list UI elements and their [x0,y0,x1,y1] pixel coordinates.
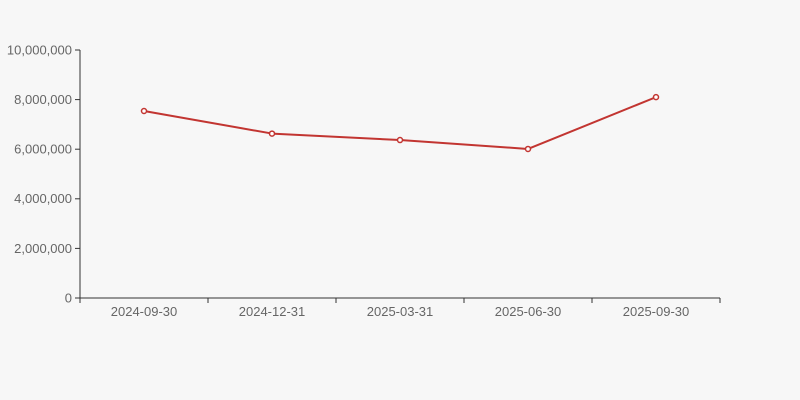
data-point-marker[interactable] [652,93,660,101]
y-tick-label: 8,000,000 [14,92,72,107]
y-tick-label: 0 [65,290,72,305]
y-tick-label: 6,000,000 [14,142,72,157]
x-tick-label: 2025-09-30 [623,304,690,319]
x-tick-label: 2024-09-30 [111,304,178,319]
data-point-marker[interactable] [396,136,404,144]
data-point-marker[interactable] [268,130,276,137]
y-tick-label: 2,000,000 [14,241,72,256]
y-tick-label: 4,000,000 [14,191,72,206]
data-point-marker[interactable] [140,107,148,115]
x-tick-label: 2024-12-31 [239,304,306,319]
x-tick-label: 2025-06-30 [495,304,562,319]
x-tick-label: 2025-03-31 [367,304,434,319]
y-tick-label: 10,000,000 [7,42,72,57]
data-point-marker[interactable] [524,145,532,153]
